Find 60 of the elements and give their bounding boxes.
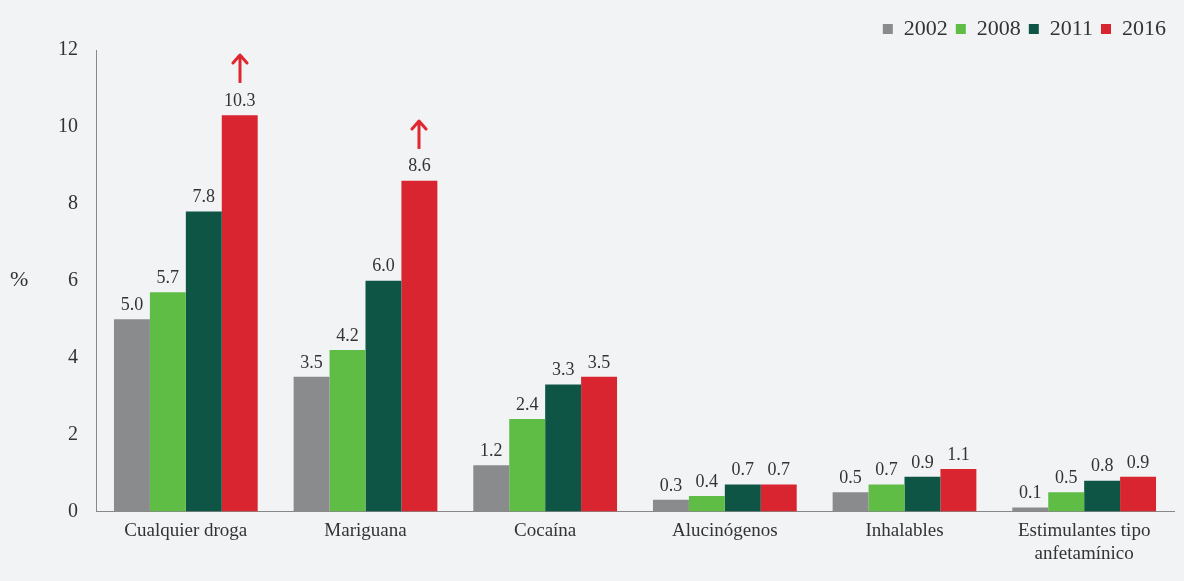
x-tick-label: Cualquier droga [124, 518, 248, 540]
bar [365, 280, 402, 512]
data-label: 5.0 [120, 293, 144, 314]
data-label: 0.1 [1019, 482, 1042, 503]
y-tick-label: 4 [68, 344, 78, 367]
bar [688, 496, 725, 512]
data-label: 0.9 [1126, 451, 1150, 472]
bar [401, 180, 438, 512]
data-label: 0.9 [911, 451, 934, 472]
data-label: 0.7 [731, 459, 755, 480]
y-tick-label: 2 [68, 421, 78, 444]
bar [760, 484, 797, 512]
legend-label: 2008 [976, 14, 1021, 40]
bar [329, 349, 366, 512]
y-tick-label: 8 [68, 191, 78, 214]
x-tick-label: Inhalables [865, 518, 944, 540]
data-label: 1.1 [947, 443, 970, 464]
data-label: 8.6 [408, 155, 431, 176]
y-tick-label: 6 [68, 267, 78, 290]
bar [1120, 476, 1157, 512]
y-axis-title: % [10, 266, 29, 292]
legend-label: 2002 [903, 14, 948, 40]
data-label: 0.7 [767, 459, 790, 480]
data-label: 3.5 [300, 351, 323, 372]
y-tick-label: 0 [68, 498, 78, 521]
x-tick-label: Cocaína [514, 518, 577, 540]
bar [724, 484, 761, 512]
data-label: 0.8 [1090, 455, 1114, 476]
data-label: 10.3 [223, 90, 256, 111]
legend-label: 2016 [1122, 14, 1166, 40]
data-label: 7.8 [192, 186, 216, 207]
bar [221, 115, 258, 512]
bar [904, 476, 941, 512]
bar [1048, 492, 1085, 512]
bar [185, 211, 222, 512]
data-label: 3.5 [587, 351, 611, 372]
bar [1084, 480, 1121, 512]
bar [868, 484, 905, 512]
y-tick-label: 12 [58, 37, 78, 60]
data-label: 5.7 [156, 266, 180, 287]
bar [940, 469, 977, 512]
bar [545, 384, 582, 512]
data-label: 0.4 [695, 470, 719, 491]
data-label: 3.3 [551, 359, 575, 380]
data-label: 1.2 [480, 439, 503, 460]
data-label: 6.0 [372, 255, 395, 276]
data-label: 4.2 [336, 324, 359, 345]
y-tick-label: 10 [58, 114, 78, 137]
data-label: 0.5 [1054, 466, 1078, 487]
x-tick-label: Estimulantes tipo anfetamínico [1017, 518, 1151, 563]
bar [581, 376, 618, 512]
data-label: 2.4 [515, 393, 539, 414]
data-label: 0.3 [659, 474, 683, 495]
legend-label: 2011 [1049, 14, 1093, 40]
data-label: 0.5 [839, 466, 862, 487]
bar [149, 292, 186, 512]
data-label: 0.7 [875, 459, 898, 480]
x-tick-label: Alucinógenos [672, 518, 778, 540]
x-tick-label: Mariguana [324, 518, 408, 540]
bar [509, 419, 546, 512]
